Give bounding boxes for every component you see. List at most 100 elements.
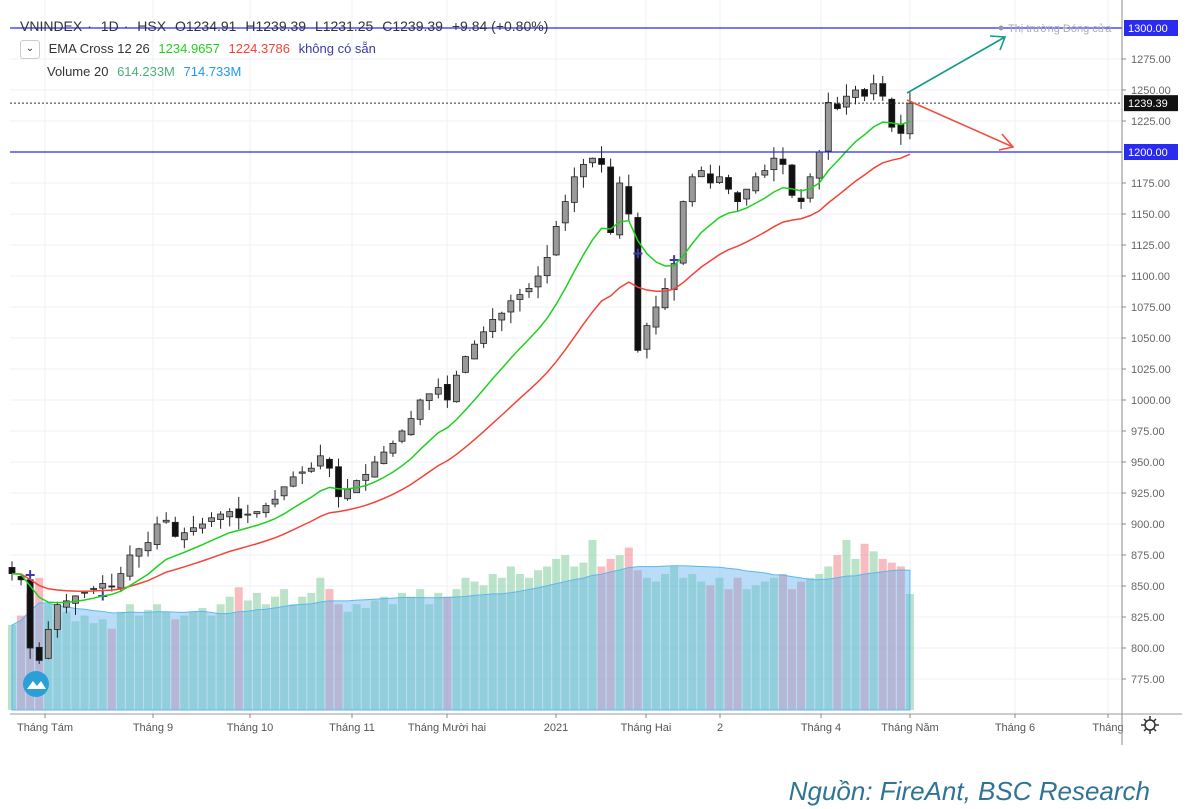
x-tick-label: Tháng Tám — [17, 722, 73, 734]
ema-cross-marker: + — [25, 565, 36, 585]
level-price-label: 1300.00 — [1128, 23, 1168, 35]
y-tick-label: 1050.00 — [1131, 333, 1171, 345]
candle — [843, 84, 850, 115]
candle — [44, 621, 52, 660]
y-tick-label: 1250.00 — [1131, 85, 1171, 97]
volume-bar — [62, 611, 71, 710]
candle-body — [53, 604, 61, 630]
interval[interactable]: 1D — [100, 18, 119, 34]
candle-body — [879, 83, 887, 97]
tradingview-logo[interactable] — [23, 671, 49, 697]
level-price-tag — [1124, 20, 1178, 36]
volume-bar — [724, 589, 733, 710]
candle — [480, 326, 488, 349]
open-value: O1234.91 — [174, 18, 237, 34]
candle-body — [416, 399, 424, 420]
up-arrow-icon — [906, 35, 1007, 94]
candle — [752, 172, 760, 194]
volume-bar — [697, 581, 706, 710]
symbol[interactable]: VNINDEX — [20, 18, 83, 34]
volume-bar — [461, 577, 470, 710]
candle-body — [8, 567, 16, 575]
y-tick-label: 1025.00 — [1131, 364, 1171, 376]
collapse-chevron-icon[interactable]: ⌄ — [20, 40, 40, 59]
candle-body — [906, 102, 914, 135]
candle — [208, 512, 215, 527]
candle — [371, 455, 379, 478]
candle — [8, 561, 16, 581]
volume-bar — [180, 615, 189, 710]
candle-body — [534, 275, 542, 288]
candle — [625, 174, 633, 221]
candle — [779, 147, 787, 175]
y-tick-label: 1100.00 — [1131, 271, 1170, 283]
settings-gear-icon[interactable] — [1141, 716, 1159, 734]
volume-bar — [488, 574, 497, 710]
candle — [616, 176, 624, 239]
candle-body — [852, 89, 859, 98]
x-tick-label: Tháng — [1092, 722, 1123, 734]
candle-body — [271, 498, 279, 505]
ema-label[interactable]: EMA Cross 12 26 — [48, 40, 150, 56]
volume-bar — [751, 585, 760, 710]
volume-bar — [497, 577, 506, 710]
y-tick-label: 875.00 — [1131, 550, 1165, 562]
candle — [706, 164, 714, 189]
candle-body — [289, 476, 297, 487]
candle-body — [162, 519, 170, 523]
price-axis[interactable]: 775.00 800.00 825.00 850.00 875.00 900.00 925.… — [1121, 0, 1178, 745]
candle-body — [833, 103, 841, 109]
candle — [235, 496, 243, 530]
volume-bar — [579, 562, 588, 710]
x-tick-label: Tháng 6 — [995, 722, 1035, 734]
y-tick-label: 1125.00 — [1131, 240, 1170, 252]
volume-bar — [261, 604, 270, 710]
last-price-label: 1239.39 — [1128, 98, 1168, 110]
x-tick-label: Tháng Mười hai — [408, 722, 486, 734]
candle-body — [516, 294, 524, 300]
volume-label[interactable]: Volume 20 — [47, 64, 109, 79]
candle-body — [625, 186, 633, 215]
volume-bar — [398, 592, 407, 710]
volume-value: 614.233M — [117, 64, 175, 79]
candle — [407, 410, 415, 436]
price-chart[interactable]: +++ + Thị trường Đóng cửa 775.00800.00825… — [0, 0, 1200, 745]
volume-bar — [515, 574, 524, 710]
ema-12-line — [11, 120, 911, 604]
ema-26-line — [11, 153, 911, 592]
volume-bar — [416, 589, 425, 710]
y-tick-label: 1075.00 — [1131, 302, 1171, 314]
volume-bar — [887, 562, 896, 710]
candle-body — [344, 488, 351, 500]
candle-body — [507, 300, 515, 313]
candle — [335, 458, 342, 508]
candle — [72, 595, 79, 615]
volume-bar — [851, 558, 860, 710]
time-axis[interactable]: Tháng Tám Tháng 9 Tháng 10 Tháng 11 Tháng Mư… — [0, 713, 1200, 745]
x-tick-label: 2021 — [544, 722, 568, 734]
market-status-label: Thị trường Đóng cửa — [1008, 23, 1112, 35]
y-tick-label: 850.00 — [1131, 581, 1165, 593]
candle-body — [35, 646, 43, 661]
candle-body — [861, 89, 868, 97]
volume-ma-area — [11, 565, 911, 711]
candle — [906, 92, 914, 140]
candle — [761, 164, 769, 178]
time-axis-bg — [0, 714, 1200, 744]
volume-bar — [216, 604, 225, 710]
candle-body — [153, 523, 161, 545]
volume-legend: Volume 20 614.233M 714.733M — [47, 64, 246, 79]
candle-body — [90, 588, 98, 590]
volume-bar — [71, 621, 80, 710]
candle — [144, 531, 152, 557]
candle — [244, 504, 252, 524]
candle — [725, 174, 732, 195]
candle-body — [180, 532, 188, 541]
candle — [434, 378, 442, 399]
volume-bar — [107, 628, 116, 710]
candle-body — [108, 585, 116, 588]
candle-body — [761, 170, 769, 176]
candle-body — [897, 123, 905, 134]
volume-bar — [479, 585, 488, 710]
candle-body — [117, 573, 125, 589]
